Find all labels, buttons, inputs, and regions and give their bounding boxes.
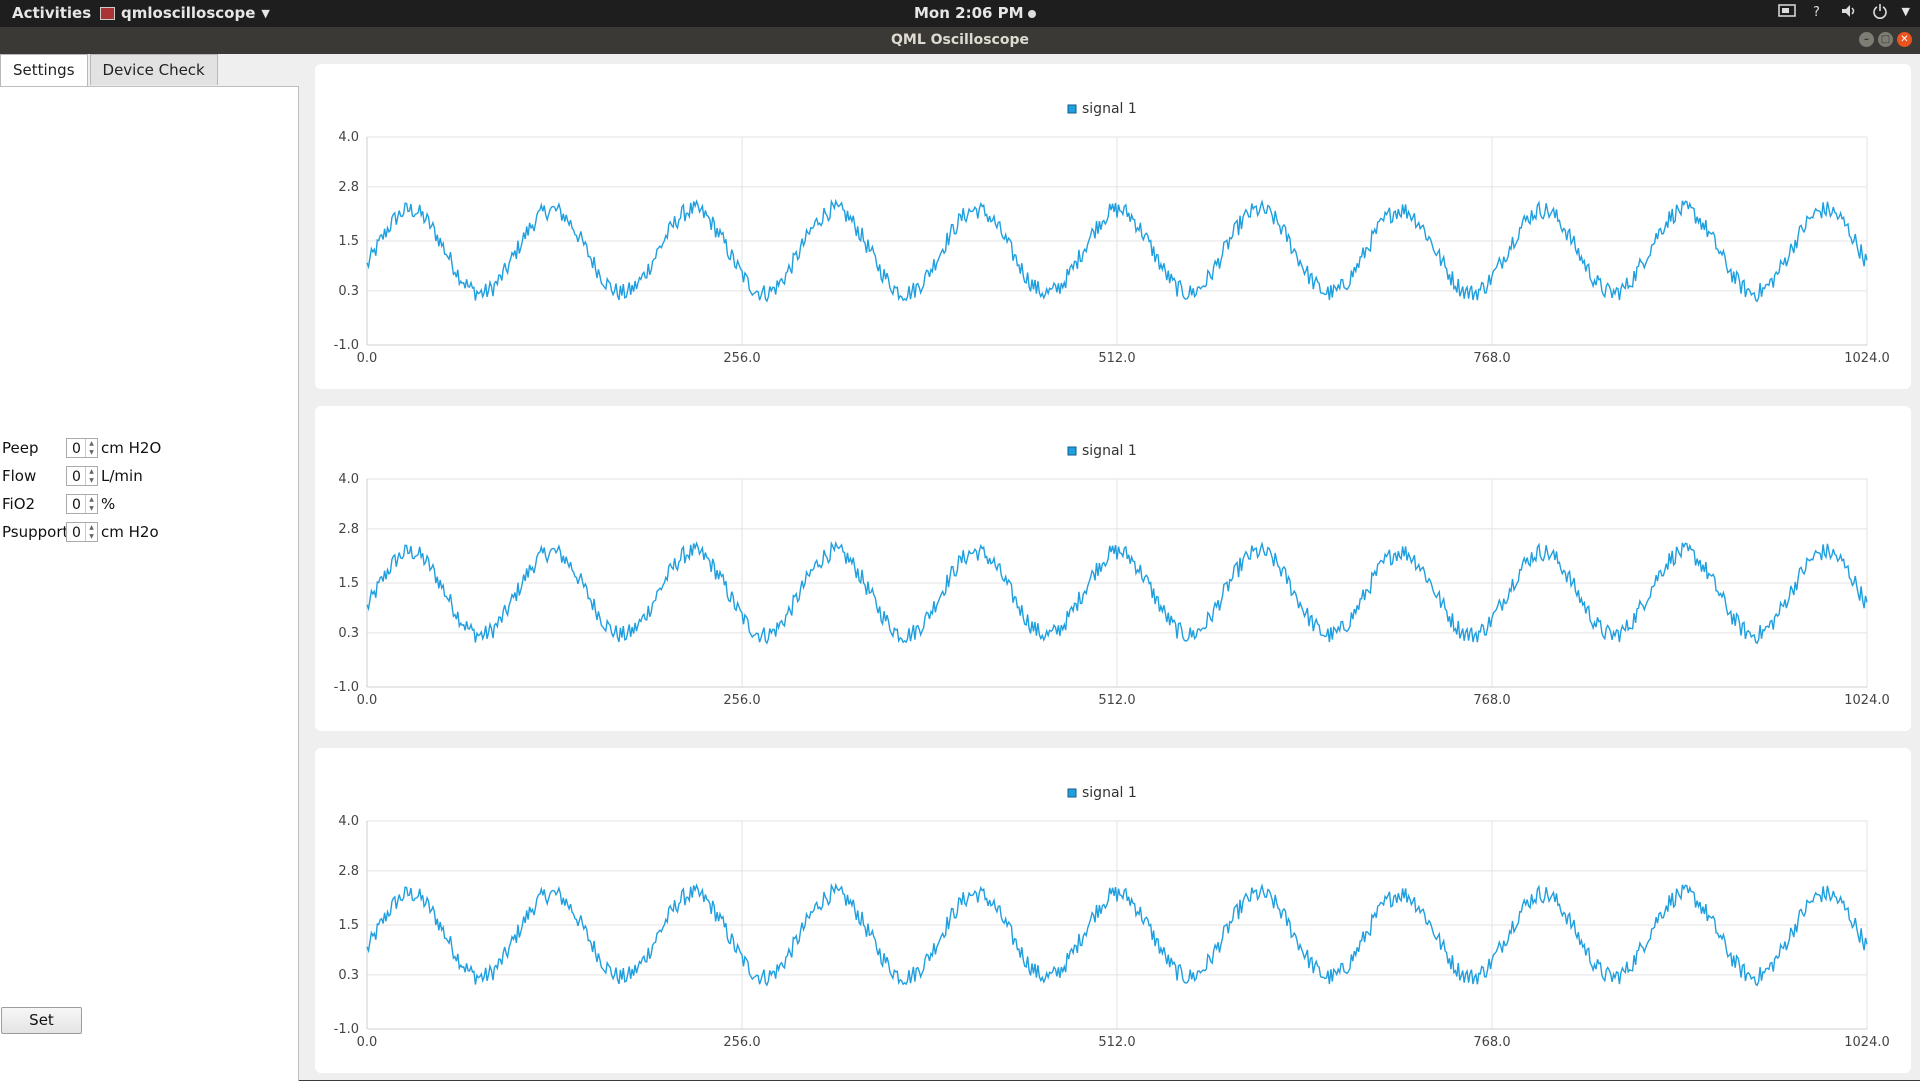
oscilloscope-chart-2[interactable]: signal 1 4.0 2.8 1.5 0.3 -1.00.0 256.0 512.0 768… bbox=[315, 406, 1911, 731]
spinbox-value: 0 bbox=[72, 525, 81, 541]
form-row-fio2: FiO2 0 ▲ ▼ % bbox=[0, 490, 161, 518]
oscilloscope-chart-3[interactable]: signal 1 4.0 2.8 1.5 0.3 -1.00.0 256.0 512.0 768… bbox=[315, 748, 1911, 1073]
y-tick-label: 4.0 bbox=[338, 130, 359, 145]
maximize-icon[interactable]: □ bbox=[1878, 32, 1893, 47]
y-tick-label: -1.0 bbox=[334, 1022, 359, 1037]
form-row-flow: Flow 0 ▲ ▼ L/min bbox=[0, 462, 161, 490]
top-bar: Activities qmloscilloscope ▼ Mon 2:06 PM… bbox=[0, 0, 1920, 27]
x-tick-label: 1024.0 bbox=[1844, 1035, 1890, 1050]
settings-form: Peep 0 ▲ ▼ cm H2O Flow 0 ▲ ▼ L/min FiO2 0 ▲ ▼ … bbox=[0, 434, 161, 546]
spin-arrows-icon[interactable]: ▲ ▼ bbox=[85, 439, 97, 457]
activities-button[interactable]: Activities bbox=[12, 4, 92, 22]
chart-panel-2: signal 1 4.0 2.8 1.5 0.3 -1.0 0.0 256.0 512.0 768… bbox=[315, 406, 1911, 731]
window-controls: – □ ✕ bbox=[1859, 32, 1912, 47]
help-icon[interactable]: ? bbox=[1810, 3, 1826, 19]
field-unit: cm H2O bbox=[101, 439, 162, 457]
spin-arrows-icon[interactable]: ▲ ▼ bbox=[85, 523, 97, 541]
svg-text:?: ? bbox=[1813, 5, 1820, 19]
system-tray[interactable]: ? ▼ bbox=[1777, 3, 1910, 19]
tab-bar: Settings Device Check bbox=[0, 54, 220, 87]
volume-icon[interactable] bbox=[1840, 3, 1858, 19]
legend-label: signal 1 bbox=[1082, 101, 1137, 117]
y-tick-label: 1.5 bbox=[338, 234, 359, 249]
field-unit: L/min bbox=[101, 467, 143, 485]
spinbox-value: 0 bbox=[72, 497, 81, 513]
legend-marker bbox=[1067, 446, 1077, 456]
app-menu-label: qmloscilloscope bbox=[121, 4, 256, 22]
clock-label: Mon 2:06 PM bbox=[914, 4, 1024, 22]
y-tick-label: 1.5 bbox=[338, 918, 359, 933]
y-tick-label: 2.8 bbox=[338, 522, 359, 537]
spin-arrows-icon[interactable]: ▲ ▼ bbox=[85, 495, 97, 513]
settings-panel: Peep 0 ▲ ▼ cm H2O Flow 0 ▲ ▼ L/min FiO2 0 ▲ ▼ … bbox=[0, 86, 299, 1081]
spinbox-value: 0 bbox=[72, 441, 81, 457]
y-tick-label: 2.8 bbox=[338, 864, 359, 879]
x-tick-label: 1024.0 bbox=[1844, 693, 1890, 708]
psupport-spinbox[interactable]: 0 ▲ ▼ bbox=[66, 522, 98, 542]
chevron-down-icon: ▼ bbox=[261, 6, 270, 20]
field-unit: % bbox=[101, 495, 116, 513]
clock[interactable]: Mon 2:06 PM bbox=[914, 4, 1036, 22]
tab-settings[interactable]: Settings bbox=[0, 54, 88, 87]
chart-panel-1: signal 1 4.0 2.8 1.5 0.3 -1.0 0.0 256.0 512.0 768… bbox=[315, 64, 1911, 389]
legend-label: signal 1 bbox=[1082, 443, 1137, 459]
minimize-icon[interactable]: – bbox=[1859, 32, 1874, 47]
set-button[interactable]: Set bbox=[1, 1007, 82, 1034]
chart-panel-3: signal 1 4.0 2.8 1.5 0.3 -1.0 0.0 256.0 512.0 768… bbox=[315, 748, 1911, 1073]
field-unit: cm H2o bbox=[101, 523, 159, 541]
close-icon[interactable]: ✕ bbox=[1897, 32, 1912, 47]
y-tick-label: -1.0 bbox=[334, 338, 359, 353]
fio2-spinbox[interactable]: 0 ▲ ▼ bbox=[66, 494, 98, 514]
series-line-signal-1 bbox=[366, 198, 1868, 303]
x-tick-label: 256.0 bbox=[723, 693, 760, 708]
field-label: Peep bbox=[2, 439, 39, 457]
tab-device-check[interactable]: Device Check bbox=[89, 54, 218, 85]
x-tick-label: 0.0 bbox=[357, 351, 378, 366]
oscilloscope-chart-1[interactable]: signal 1 4.0 2.8 1.5 0.3 -1.00.0 256.0 512.0 768… bbox=[315, 64, 1911, 389]
y-tick-label: 2.8 bbox=[338, 180, 359, 195]
spinbox-value: 0 bbox=[72, 469, 81, 485]
app-icon bbox=[100, 6, 115, 20]
x-tick-label: 512.0 bbox=[1098, 693, 1135, 708]
y-tick-label: 1.5 bbox=[338, 576, 359, 591]
x-tick-label: 512.0 bbox=[1098, 1035, 1135, 1050]
y-tick-label: -1.0 bbox=[334, 680, 359, 695]
field-label: Flow bbox=[2, 467, 37, 485]
x-tick-label: 768.0 bbox=[1473, 351, 1510, 366]
spin-arrows-icon[interactable]: ▲ ▼ bbox=[85, 467, 97, 485]
notification-dot-icon bbox=[1027, 9, 1036, 18]
peep-spinbox[interactable]: 0 ▲ ▼ bbox=[66, 438, 98, 458]
window-titlebar[interactable]: QML Oscilloscope – □ ✕ bbox=[0, 27, 1920, 54]
x-tick-label: 512.0 bbox=[1098, 351, 1135, 366]
window-content: Settings Device Check Peep 0 ▲ ▼ cm H2O Fl… bbox=[0, 54, 1920, 1081]
y-tick-label: 4.0 bbox=[338, 472, 359, 487]
form-row-peep: Peep 0 ▲ ▼ cm H2O bbox=[0, 434, 161, 462]
field-label: Psupport bbox=[2, 523, 69, 541]
chevron-down-icon[interactable]: ▼ bbox=[1901, 4, 1910, 18]
y-tick-label: 0.3 bbox=[338, 626, 359, 641]
y-tick-label: 0.3 bbox=[338, 968, 359, 983]
legend-label: signal 1 bbox=[1082, 785, 1137, 801]
field-label: FiO2 bbox=[2, 495, 36, 513]
y-tick-label: 0.3 bbox=[338, 284, 359, 299]
flow-spinbox[interactable]: 0 ▲ ▼ bbox=[66, 466, 98, 486]
x-tick-label: 0.0 bbox=[357, 1035, 378, 1050]
window-title: QML Oscilloscope bbox=[891, 32, 1029, 48]
x-tick-label: 0.0 bbox=[357, 693, 378, 708]
screen-icon[interactable] bbox=[1777, 3, 1796, 19]
series-line-signal-1 bbox=[366, 540, 1868, 645]
series-line-signal-1 bbox=[366, 882, 1868, 987]
legend-marker bbox=[1067, 788, 1077, 798]
power-icon[interactable] bbox=[1872, 3, 1888, 19]
form-row-psupport: Psupport 0 ▲ ▼ cm H2o bbox=[0, 518, 161, 546]
x-tick-label: 256.0 bbox=[723, 1035, 760, 1050]
x-tick-label: 768.0 bbox=[1473, 693, 1510, 708]
x-tick-label: 256.0 bbox=[723, 351, 760, 366]
y-tick-label: 4.0 bbox=[338, 814, 359, 829]
legend-marker bbox=[1067, 104, 1077, 114]
x-tick-label: 768.0 bbox=[1473, 1035, 1510, 1050]
x-tick-label: 1024.0 bbox=[1844, 351, 1890, 366]
app-menu[interactable]: qmloscilloscope ▼ bbox=[100, 4, 270, 22]
